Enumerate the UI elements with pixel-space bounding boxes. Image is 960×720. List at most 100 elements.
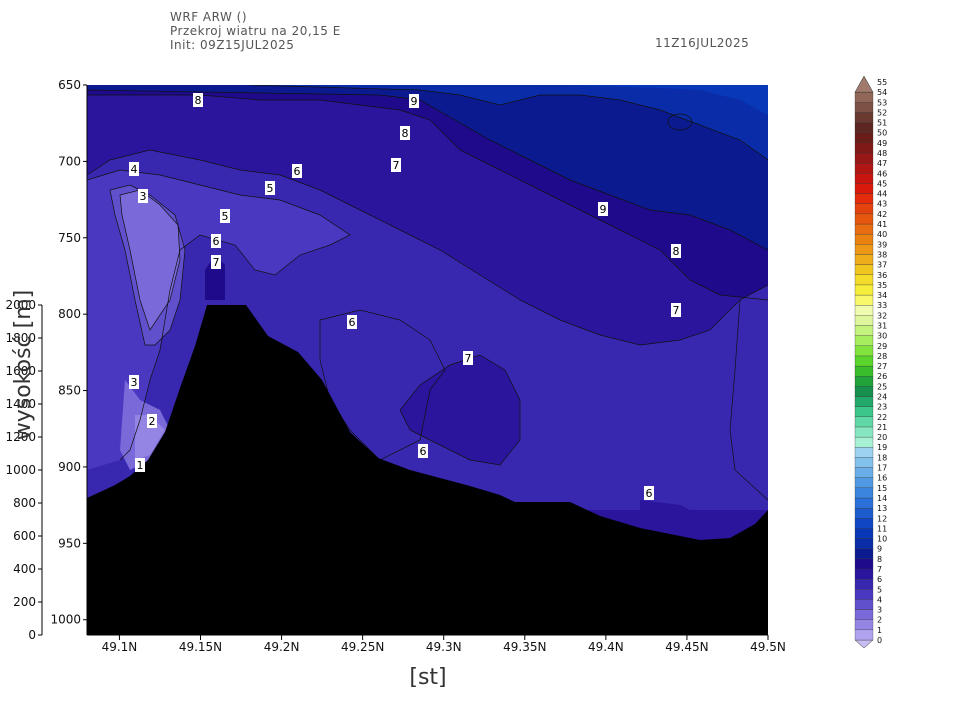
contour-label: 3 xyxy=(129,375,139,389)
colorbar-swatch xyxy=(854,203,874,215)
x-tick-label: 49.2N xyxy=(264,640,300,654)
contour-label: 6 xyxy=(292,164,302,178)
contour-line-6-east xyxy=(729,299,768,501)
colorbar-swatch xyxy=(854,578,874,590)
colorbar-swatch xyxy=(854,589,874,600)
x-axis-title: [st] xyxy=(409,665,446,690)
colorbar-swatch xyxy=(854,568,874,580)
contour-line-10-east xyxy=(667,113,693,131)
colorbar-swatch xyxy=(854,264,874,275)
x-tick-label: 49.35N xyxy=(503,640,546,654)
colorbar-label: 43 xyxy=(877,200,887,209)
colorbar-label: 32 xyxy=(877,311,887,320)
colorbar-swatch xyxy=(854,558,874,570)
colorbar-max-arrow xyxy=(854,75,874,93)
contour-label: 7 xyxy=(671,303,681,317)
y-pressure-label: 1000 xyxy=(50,613,81,627)
colorbar-swatch xyxy=(854,528,874,539)
colorbar-label: 39 xyxy=(877,240,887,249)
colorbar-swatch xyxy=(854,183,874,194)
colorbar-swatch xyxy=(854,355,874,367)
colorbar-swatch xyxy=(854,538,874,549)
colorbar-swatch xyxy=(854,447,874,458)
field-level-10 xyxy=(250,85,768,160)
colorbar-min-arrow xyxy=(854,639,874,649)
height-tick-label: 0 xyxy=(28,628,36,642)
init-time: Init: 09Z15JUL2025 xyxy=(170,38,295,52)
contour-label: 2 xyxy=(147,414,157,428)
colorbar-label: 19 xyxy=(877,443,887,452)
contour-line-10 xyxy=(249,85,768,161)
colorbar-label: 41 xyxy=(877,220,887,229)
contour-label: 5 xyxy=(265,181,275,195)
svg-text:7: 7 xyxy=(673,304,680,317)
valid-time: 11Z16JUL2025 xyxy=(655,36,750,50)
colorbar-label: 2 xyxy=(877,616,882,625)
contour-label: 4 xyxy=(129,162,139,176)
colorbar-label: 0 xyxy=(877,636,882,645)
field-level-7-south xyxy=(640,500,700,530)
x-tick-label: 49.3N xyxy=(426,640,462,654)
contour-label: 8 xyxy=(400,126,410,140)
field-level-11 xyxy=(560,85,768,115)
colorbar-swatch xyxy=(854,213,874,225)
svg-text:3: 3 xyxy=(140,190,147,203)
colorbar-swatch xyxy=(854,467,874,478)
colorbar-swatch xyxy=(854,609,874,620)
colorbar-swatch xyxy=(854,507,874,519)
contour-label: 1 xyxy=(135,458,145,472)
colorbar-label: 40 xyxy=(877,230,887,239)
svg-text:8: 8 xyxy=(402,127,409,140)
svg-text:7: 7 xyxy=(465,352,472,365)
colorbar-swatch xyxy=(854,325,874,336)
height-tick-label: 1200 xyxy=(5,430,36,444)
svg-text:3: 3 xyxy=(131,376,138,389)
y-pressure-label: 900 xyxy=(58,460,81,474)
contour-label: 5 xyxy=(220,209,230,223)
y-axis-title: wysokość [m] xyxy=(11,290,36,441)
svg-text:6: 6 xyxy=(420,445,427,458)
colorbar-label: 47 xyxy=(877,159,887,168)
colorbar-label: 24 xyxy=(877,393,887,402)
colorbar-swatch xyxy=(854,234,874,245)
contour-line-7-pocket xyxy=(399,354,521,466)
colorbar-label: 11 xyxy=(877,524,887,533)
colorbar-swatch xyxy=(854,284,874,296)
svg-text:6: 6 xyxy=(646,487,653,500)
colorbar-label: 30 xyxy=(877,332,887,341)
contour-label: 6 xyxy=(418,444,428,458)
colorbar-label: 26 xyxy=(877,372,887,381)
contour-label: 6 xyxy=(211,234,221,248)
colorbar-swatch xyxy=(854,548,874,559)
svg-text:7: 7 xyxy=(393,159,400,172)
colorbar-label: 31 xyxy=(877,321,887,330)
colorbar-label: 50 xyxy=(877,129,887,138)
svg-text:2: 2 xyxy=(149,415,156,428)
colorbar-swatch xyxy=(854,244,874,255)
colorbar-label: 45 xyxy=(877,179,887,188)
colorbar-label: 29 xyxy=(877,342,887,351)
section-title: Przekroj wiatru na 20,15 E xyxy=(170,24,341,38)
svg-text:6: 6 xyxy=(294,165,301,178)
colorbar-label: 28 xyxy=(877,352,887,361)
x-tick-label: 49.1N xyxy=(102,640,138,654)
x-tick-label: 49.15N xyxy=(179,640,222,654)
colorbar-swatch xyxy=(854,416,874,428)
colorbar-swatch xyxy=(854,376,874,387)
contour-line-8 xyxy=(87,94,768,301)
colorbar-label: 15 xyxy=(877,484,887,493)
height-tick-label: 400 xyxy=(13,562,36,576)
svg-text:1: 1 xyxy=(137,459,144,472)
colorbar-label: 12 xyxy=(877,514,887,523)
svg-text:9: 9 xyxy=(600,203,607,216)
contour-label: 8 xyxy=(671,244,681,258)
contour-line-6 xyxy=(87,169,351,461)
x-tick-label: 49.25N xyxy=(341,640,384,654)
terrain xyxy=(87,305,768,635)
field-level-3 xyxy=(120,190,180,330)
colorbar-label: 44 xyxy=(877,190,887,199)
colorbar-label: 8 xyxy=(877,555,882,564)
colorbar-swatch xyxy=(854,112,874,123)
colorbar-label: 17 xyxy=(877,464,887,473)
